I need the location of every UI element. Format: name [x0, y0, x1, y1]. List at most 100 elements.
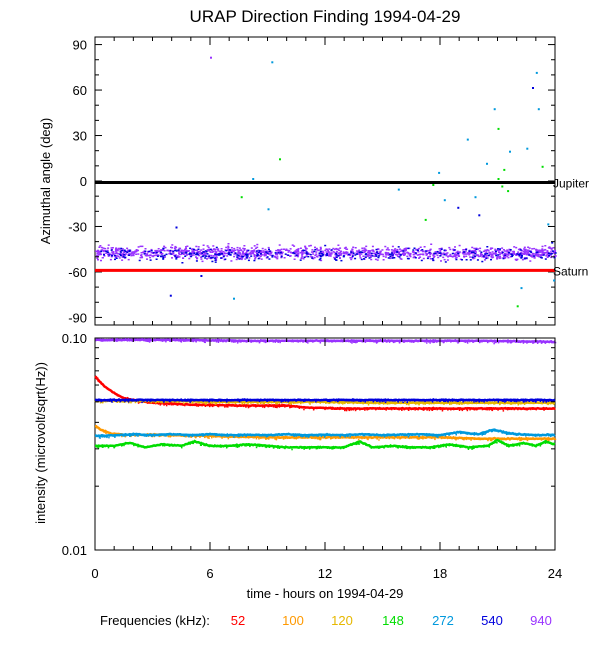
azimuth-point [458, 251, 461, 253]
series-point [207, 434, 209, 436]
series-point [130, 401, 132, 404]
series-point [424, 403, 426, 405]
azimuth-outlier-point [175, 226, 178, 229]
series-point [521, 340, 524, 343]
series-point [427, 433, 430, 436]
series-point [340, 402, 342, 404]
azimuth-point [509, 250, 512, 252]
azimuth-point [212, 245, 215, 247]
series-point [167, 399, 169, 402]
azimuth-point [197, 248, 200, 250]
azimuth-point [280, 255, 283, 257]
reference-label-jupiter: Jupiter [553, 177, 589, 191]
series-point [145, 446, 148, 449]
series-point [429, 433, 431, 436]
series-point [516, 399, 518, 401]
azimuth-point [319, 246, 322, 249]
series-point [133, 444, 135, 447]
series-point [240, 340, 243, 342]
azimuth-point [544, 258, 547, 260]
series-point [392, 434, 394, 436]
azimuth-point [440, 253, 443, 256]
series-point [510, 403, 512, 405]
series-point [364, 407, 367, 410]
series-point [100, 435, 103, 438]
series-point [312, 409, 315, 411]
azimuth-point [295, 251, 298, 254]
series-point [105, 432, 107, 434]
series-point [225, 435, 228, 437]
azimuth-outlier-point [497, 127, 500, 130]
azimuth-point [468, 251, 471, 253]
azimuth-point [497, 256, 500, 258]
series-point [394, 403, 396, 405]
series-point [337, 339, 339, 342]
azimuth-point [425, 253, 428, 255]
azimuth-point [547, 252, 550, 254]
series-point [383, 402, 386, 404]
series-point [400, 408, 403, 410]
azimuth-point [472, 254, 475, 256]
series-point [370, 401, 373, 404]
azimuth-point [173, 254, 176, 256]
series-point [547, 439, 549, 442]
series-point [113, 435, 116, 437]
azimuth-point [315, 247, 318, 250]
series-point [528, 433, 530, 435]
series-point [96, 445, 98, 447]
azimuth-point [426, 249, 429, 252]
azimuth-point [429, 253, 432, 256]
series-point [527, 407, 529, 410]
series-point [397, 402, 399, 404]
series-point [124, 339, 127, 341]
azimuth-point [432, 254, 435, 257]
azimuth-point [120, 252, 123, 254]
series-point [118, 395, 121, 397]
azimuth-point [229, 249, 232, 251]
azimuth-point [225, 252, 228, 255]
azimuth-point [246, 250, 249, 253]
azimuth-point [225, 249, 228, 252]
series-point [121, 444, 123, 446]
series-point [195, 405, 198, 407]
azimuth-point [362, 255, 365, 257]
series-point [316, 434, 318, 437]
series-point [287, 400, 289, 403]
azimuth-outlier-point [271, 61, 274, 64]
series-point [493, 342, 495, 345]
azimuth-point [236, 249, 239, 251]
azimuth-point [438, 252, 441, 254]
azimuth-point [240, 257, 242, 260]
azimuth-point [495, 250, 497, 253]
azimuth-point [210, 257, 213, 259]
azimuth-point [186, 245, 189, 247]
azimuth-point [119, 249, 122, 251]
azimuth-point [248, 257, 251, 259]
azimuth-point [98, 253, 101, 255]
series-point [376, 438, 378, 440]
azimuth-point [402, 251, 405, 254]
series-point [158, 435, 161, 438]
series-point [360, 441, 362, 444]
azimuth-point [304, 249, 307, 252]
azimuth-point [318, 252, 321, 254]
series-point [364, 433, 367, 436]
azimuth-point [445, 253, 448, 256]
series-point [222, 400, 225, 403]
series-point [517, 404, 519, 406]
azimuth-point [146, 258, 148, 260]
azimuth-point [463, 251, 466, 253]
azimuth-point [428, 251, 431, 254]
azimuth-point [234, 249, 237, 252]
series-point [287, 404, 290, 406]
azimuth-point [377, 248, 380, 250]
series-point [345, 408, 348, 410]
azimuth-point [531, 252, 534, 255]
azimuth-point [379, 250, 382, 253]
azimuth-point [351, 256, 354, 259]
azimuth-point [121, 248, 124, 250]
series-point [203, 444, 205, 447]
series-point [113, 445, 115, 448]
series-point [450, 409, 452, 411]
